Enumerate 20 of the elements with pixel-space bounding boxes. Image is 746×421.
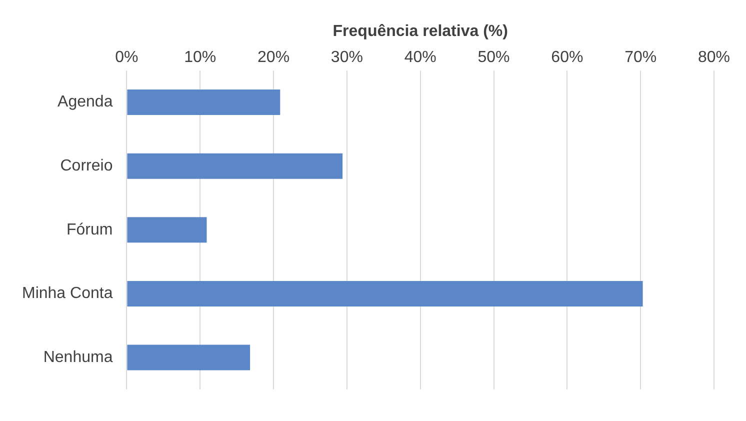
x-tick-label: 30% — [330, 49, 363, 66]
y-tick-label: Fórum — [66, 221, 113, 238]
x-tick-label: 70% — [624, 49, 657, 66]
y-tick-label: Nenhuma — [43, 348, 113, 366]
x-tick-label: 50% — [478, 49, 510, 66]
x-tick-label: 0% — [115, 49, 138, 66]
x-tick-label: 20% — [258, 49, 290, 66]
bar — [127, 90, 280, 116]
x-axis-title: Frequência relativa (%) — [332, 23, 508, 40]
x-tick-label: 40% — [404, 49, 436, 66]
y-tick-label: Agenda — [58, 94, 113, 111]
bar — [127, 344, 250, 370]
x-tick-label: 80% — [698, 49, 730, 66]
x-tick-label: 10% — [184, 49, 216, 66]
bar — [127, 280, 643, 306]
y-tick-label: Minha Conta — [22, 285, 113, 302]
bar — [127, 153, 343, 179]
y-tick-label: Correio — [60, 158, 113, 175]
x-tick-label: 60% — [551, 49, 584, 66]
bar — [127, 217, 207, 243]
